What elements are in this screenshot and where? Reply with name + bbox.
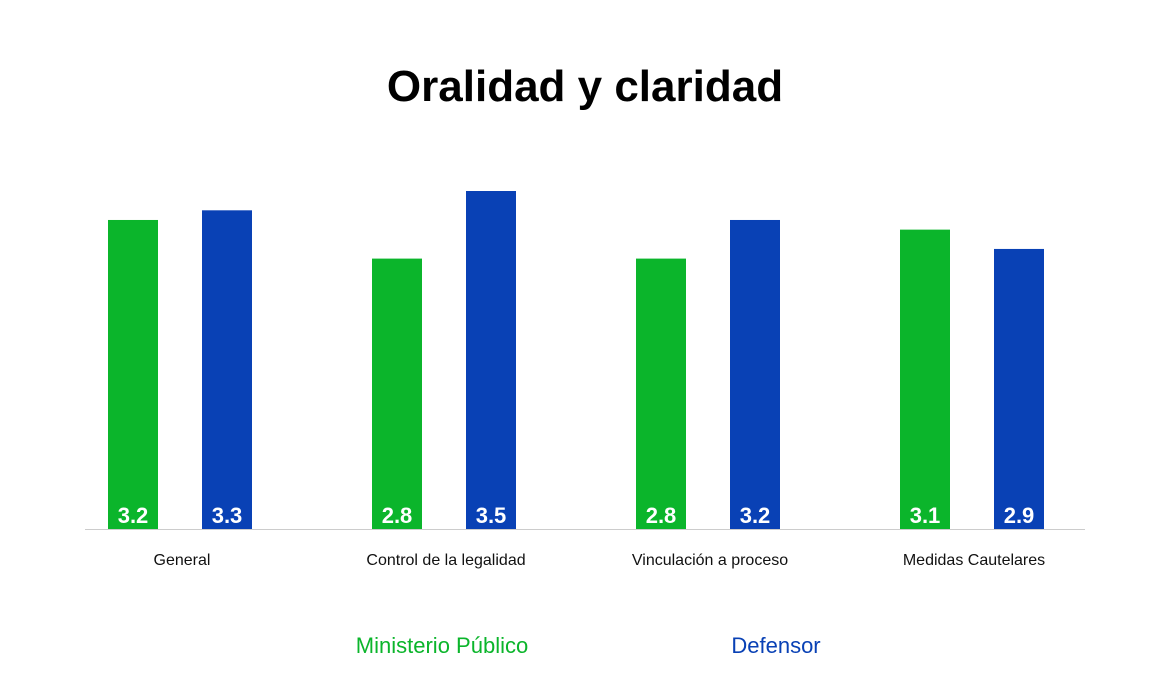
data-label: 3.2 bbox=[740, 503, 771, 528]
bar-defensor bbox=[730, 219, 780, 529]
bar-defensor bbox=[202, 210, 252, 530]
bar-ministerio-publico bbox=[372, 258, 422, 529]
data-label: 3.5 bbox=[476, 503, 507, 528]
x-tick-label: Vinculación a proceso bbox=[632, 552, 788, 569]
data-label: 3.1 bbox=[910, 503, 941, 528]
legend-defensor: Defensor bbox=[731, 633, 820, 658]
x-tick-label: General bbox=[154, 552, 211, 569]
data-label: 3.2 bbox=[118, 503, 149, 528]
bar-ministerio-publico bbox=[108, 219, 158, 529]
x-tick-label: Control de la legalidad bbox=[366, 552, 525, 569]
data-label: 2.9 bbox=[1004, 503, 1035, 528]
x-tick-label: Medidas Cautelares bbox=[903, 552, 1045, 569]
chart-title: Oralidad y claridad bbox=[387, 62, 783, 111]
legend-ministerio-publico: Ministerio Público bbox=[356, 633, 528, 658]
data-label: 2.8 bbox=[646, 503, 677, 528]
bar-ministerio-publico bbox=[900, 229, 950, 529]
bar-defensor bbox=[466, 191, 516, 529]
data-label: 2.8 bbox=[382, 503, 413, 528]
bar-defensor bbox=[994, 248, 1044, 529]
data-label: 3.3 bbox=[212, 503, 243, 528]
bar-ministerio-publico bbox=[636, 258, 686, 529]
